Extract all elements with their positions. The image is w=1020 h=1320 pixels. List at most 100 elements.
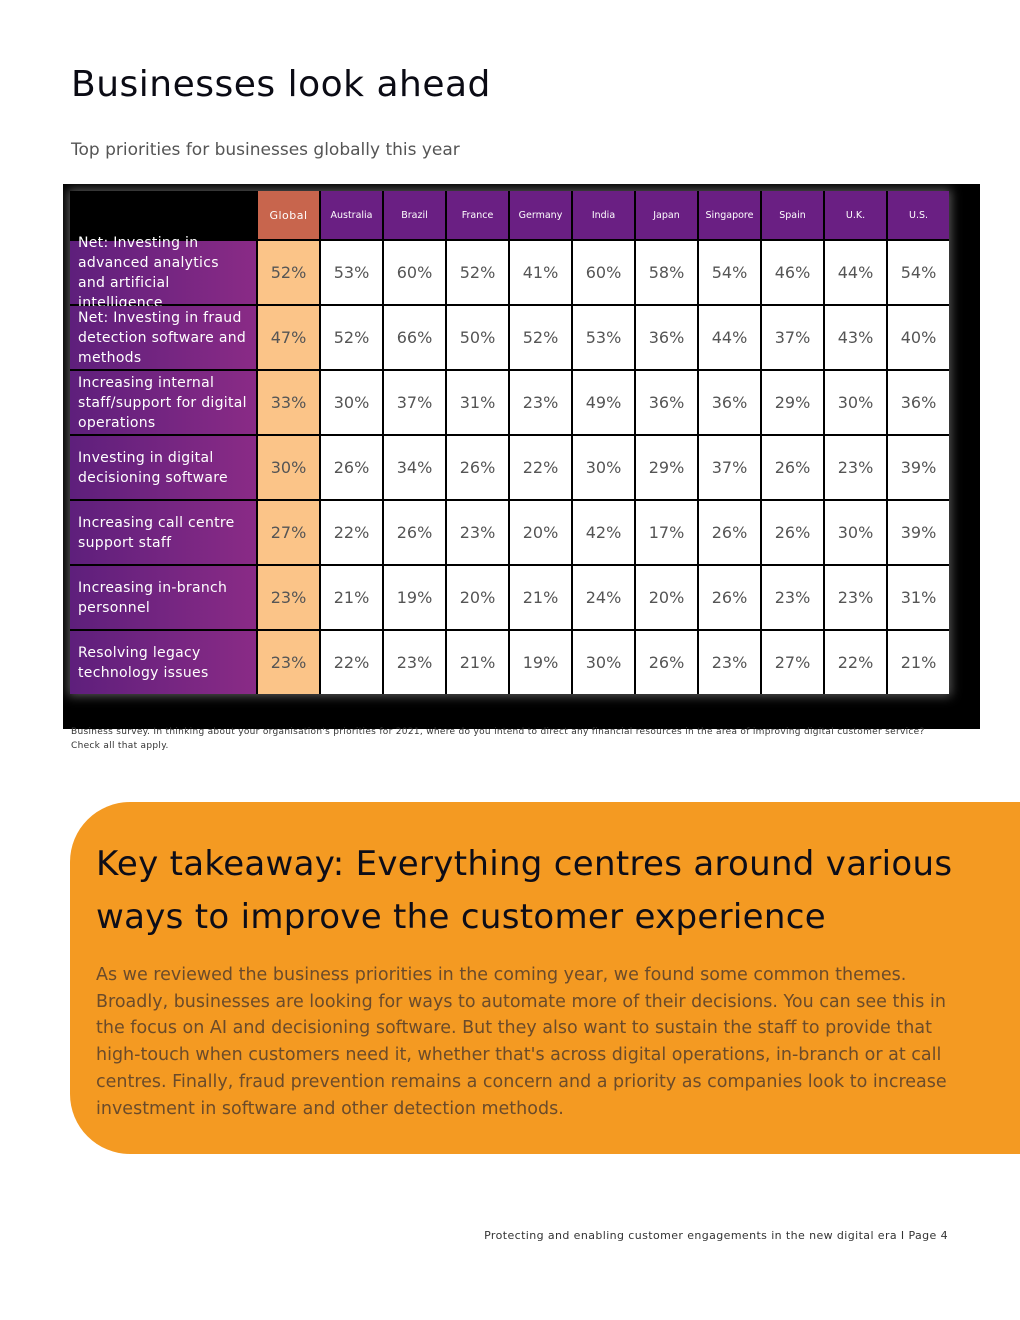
column-header: Australia	[321, 191, 382, 239]
table-cell: 43%	[825, 306, 886, 369]
table-cell: 19%	[384, 566, 445, 629]
priorities-table: Global Australia Brazil France Germany India J…	[70, 191, 949, 694]
table-cell: 26%	[762, 501, 823, 564]
table-cell: 36%	[699, 371, 760, 434]
table-cell: 53%	[573, 306, 634, 369]
table-cell: 46%	[762, 241, 823, 304]
table-cell: 39%	[888, 436, 949, 499]
table-cell: 23%	[258, 566, 319, 629]
table-cell: 26%	[699, 566, 760, 629]
row-label: Resolving legacy technology issues	[70, 631, 256, 694]
row-label: Net: Investing in advanced analytics and…	[70, 235, 256, 311]
table-cell: 22%	[825, 631, 886, 694]
column-header: U.S.	[888, 191, 949, 239]
page-subtitle: Top priorities for businesses globally t…	[71, 140, 460, 160]
table-cell: 60%	[573, 241, 634, 304]
table-cell: 29%	[636, 436, 697, 499]
takeaway-title: Key takeaway: Everything centres around …	[96, 844, 953, 937]
table-cell: 58%	[636, 241, 697, 304]
row-label: Investing in digital decisioning softwar…	[70, 436, 256, 499]
table-cell: 44%	[825, 241, 886, 304]
table-cell: 54%	[888, 241, 949, 304]
table-cell: 24%	[573, 566, 634, 629]
table-cell: 31%	[888, 566, 949, 629]
table-cell: 26%	[447, 436, 508, 499]
table-cell: 52%	[510, 306, 571, 369]
column-header: Japan	[636, 191, 697, 239]
table-cell: 26%	[699, 501, 760, 564]
table-cell: 23%	[762, 566, 823, 629]
table-cell: 37%	[384, 371, 445, 434]
table-cell: 52%	[258, 241, 319, 304]
column-header: U.K.	[825, 191, 886, 239]
table-cell: 26%	[321, 436, 382, 499]
table-cell: 27%	[258, 501, 319, 564]
page-footer: Protecting and enabling customer engagem…	[484, 1229, 948, 1242]
table-cell: 49%	[573, 371, 634, 434]
page-title: Businesses look ahead	[71, 64, 491, 105]
table-cell: 21%	[510, 566, 571, 629]
table-cell: 53%	[321, 241, 382, 304]
table-cell: 21%	[888, 631, 949, 694]
table-cell: 37%	[699, 436, 760, 499]
table-cell: 47%	[258, 306, 319, 369]
table-cell: 33%	[258, 371, 319, 434]
table-cell: 30%	[321, 371, 382, 434]
survey-note: Business survey. In thinking about your …	[71, 727, 925, 751]
table-cell: 39%	[888, 501, 949, 564]
table-cell: 30%	[825, 371, 886, 434]
table-cell: 36%	[636, 371, 697, 434]
table-cell: 23%	[825, 566, 886, 629]
column-header: France	[447, 191, 508, 239]
table-cell: 29%	[762, 371, 823, 434]
priorities-table-panel: Global Australia Brazil France Germany India J…	[63, 184, 980, 729]
table-cell: 34%	[384, 436, 445, 499]
table-cell: 27%	[762, 631, 823, 694]
table-cell: 22%	[510, 436, 571, 499]
table-cell: 23%	[258, 631, 319, 694]
table-cell: 21%	[447, 631, 508, 694]
table-cell: 36%	[888, 371, 949, 434]
table-cell: 30%	[573, 436, 634, 499]
table-cell: 52%	[321, 306, 382, 369]
table-cell: 30%	[573, 631, 634, 694]
table-cell: 66%	[384, 306, 445, 369]
column-header: Spain	[762, 191, 823, 239]
table-cell: 22%	[321, 631, 382, 694]
table-cell: 26%	[762, 436, 823, 499]
table-cell: 30%	[825, 501, 886, 564]
table-cell: 37%	[762, 306, 823, 369]
table-cell: 26%	[384, 501, 445, 564]
table-cell: 36%	[636, 306, 697, 369]
row-label: Increasing in-branch personnel	[70, 566, 256, 629]
column-header: Germany	[510, 191, 571, 239]
table-cell: 42%	[573, 501, 634, 564]
table-cell: 23%	[510, 371, 571, 434]
row-label: Increasing internal staff/support for di…	[70, 371, 256, 434]
table-cell: 50%	[447, 306, 508, 369]
table-cell: 21%	[321, 566, 382, 629]
table-cell: 30%	[258, 436, 319, 499]
table-cell: 23%	[699, 631, 760, 694]
table-cell: 22%	[321, 501, 382, 564]
table-cell: 23%	[384, 631, 445, 694]
takeaway-body: As we reviewed the business priorities i…	[96, 965, 947, 1119]
table-cell: 23%	[447, 501, 508, 564]
column-header: India	[573, 191, 634, 239]
key-takeaway-panel: Key takeaway: Everything centres around …	[70, 802, 1020, 1154]
row-label: Increasing call centre support staff	[70, 501, 256, 564]
table-cell: 17%	[636, 501, 697, 564]
table-cell: 26%	[636, 631, 697, 694]
table-cell: 41%	[510, 241, 571, 304]
table-cell: 20%	[447, 566, 508, 629]
table-cell: 23%	[825, 436, 886, 499]
column-header: Global	[258, 191, 319, 239]
table-cell: 44%	[699, 306, 760, 369]
column-header: Brazil	[384, 191, 445, 239]
table-cell: 54%	[699, 241, 760, 304]
column-header: Singapore	[699, 191, 760, 239]
row-label: Net: Investing in fraud detection softwa…	[70, 306, 256, 369]
table-cell: 19%	[510, 631, 571, 694]
table-cell: 60%	[384, 241, 445, 304]
table-cell: 52%	[447, 241, 508, 304]
